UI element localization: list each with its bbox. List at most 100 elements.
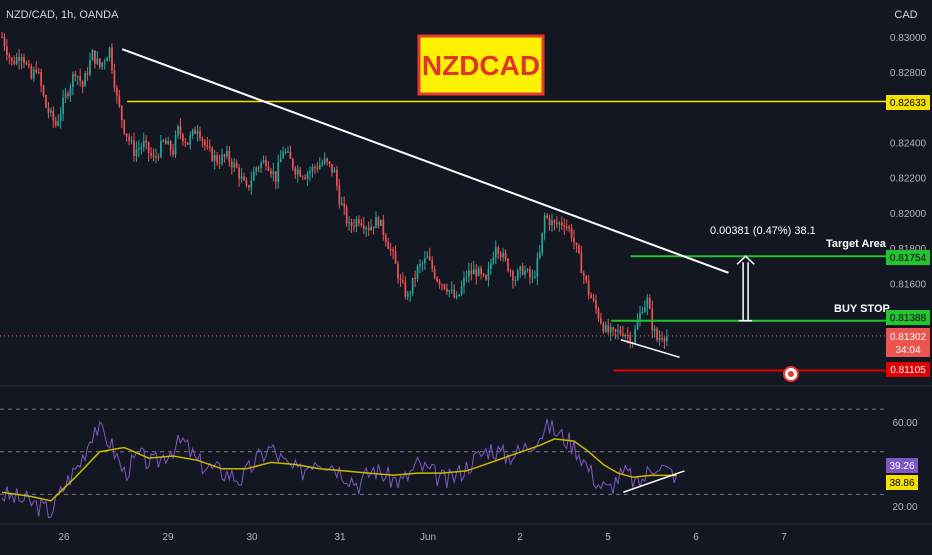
candle-body <box>194 129 196 135</box>
target-area-label: Target Area <box>826 238 887 250</box>
candle-body <box>311 166 314 172</box>
candle-body <box>402 280 404 283</box>
candle-body <box>211 147 214 161</box>
candle-body <box>69 86 72 96</box>
candle-body <box>206 145 209 147</box>
time-tick-1: 29 <box>162 532 174 543</box>
candle-body <box>167 141 170 145</box>
candle-body <box>226 150 228 157</box>
badge-current-price: 0.81302 <box>890 332 927 343</box>
candle-body <box>274 171 277 182</box>
candle-body <box>458 294 460 296</box>
candle-body <box>103 61 106 63</box>
candle-body <box>375 217 377 229</box>
time-axis[interactable]: 26 29 30 31 Jun 2 5 6 7 <box>58 532 787 543</box>
badge-target-text: 0.81754 <box>890 253 927 264</box>
price-axis[interactable]: 0.83000 0.82800 0.82400 0.82200 0.82000 0.818… <box>890 33 927 291</box>
candle-body <box>164 140 167 145</box>
candle-body <box>233 162 236 168</box>
candle-body <box>23 57 25 64</box>
candle-body <box>514 279 517 281</box>
candle-body <box>106 58 108 62</box>
candle-body <box>265 159 267 167</box>
candle-body <box>448 290 451 292</box>
badge-stop-text: 0.81105 <box>890 365 926 376</box>
candle-body <box>592 298 595 301</box>
candle-body <box>426 256 429 259</box>
candle-body <box>230 161 233 168</box>
candle-body <box>287 151 289 153</box>
candle-body <box>306 173 309 179</box>
candle-body <box>509 270 512 272</box>
candle-body <box>328 161 331 164</box>
alert-dot-icon <box>788 371 794 377</box>
candle-body <box>585 275 588 281</box>
candle-body <box>125 133 128 137</box>
candle-body <box>250 180 253 188</box>
candle-body <box>494 247 497 258</box>
candle-body <box>267 166 270 171</box>
candle-body <box>358 219 360 224</box>
price-tick-3: 0.82200 <box>890 174 927 185</box>
candle-body <box>292 158 294 169</box>
candle-body <box>3 36 6 47</box>
rsi-divergence-line <box>623 470 685 493</box>
candle-body <box>120 105 123 121</box>
candle-body <box>516 270 519 280</box>
candle-body <box>142 140 145 148</box>
candle-body <box>98 58 101 67</box>
candle-body <box>174 135 177 155</box>
candle-body <box>314 166 316 168</box>
candle-body <box>184 141 187 143</box>
price-tick-1: 0.82800 <box>890 68 927 79</box>
candle-body <box>414 277 416 279</box>
candle-body <box>644 306 646 313</box>
candle-body <box>182 134 184 142</box>
candle-body <box>245 180 248 186</box>
candle-body <box>1 36 3 38</box>
candle-body <box>277 162 280 182</box>
candle-body <box>492 257 495 264</box>
candle-body <box>428 256 431 261</box>
candle-body <box>499 253 502 258</box>
candle-body <box>502 252 504 258</box>
candle-body <box>487 268 490 280</box>
candle-body <box>519 266 522 271</box>
candle-body <box>160 140 162 157</box>
candle-body <box>424 258 426 264</box>
candle-body <box>470 270 473 275</box>
candle-body <box>355 219 358 227</box>
candle-body <box>641 312 644 314</box>
candle-body <box>28 63 30 67</box>
candle-body <box>541 232 544 254</box>
candle-body <box>475 269 478 277</box>
candle-body <box>377 217 380 226</box>
candle-body <box>25 63 28 65</box>
candle-body <box>482 273 485 276</box>
candle-body <box>463 277 465 287</box>
candle-body <box>59 113 62 122</box>
candle-body <box>629 335 632 344</box>
candle-body <box>262 159 265 163</box>
badge-buy-stop: 0.81388 <box>886 310 930 325</box>
candle-body <box>433 268 436 278</box>
time-tick-3: 31 <box>334 532 346 543</box>
candle-body <box>282 151 284 159</box>
candle-body <box>130 140 133 142</box>
candle-body <box>507 258 509 271</box>
candle-body <box>74 73 77 77</box>
badge-buy-stop-text: 0.81388 <box>890 313 927 324</box>
candle-body <box>453 289 456 298</box>
price-tick-6: 0.81600 <box>890 279 927 290</box>
candle-body <box>573 238 575 243</box>
candle-body <box>299 169 302 177</box>
wedge-line <box>620 339 680 359</box>
candle-body <box>6 46 8 56</box>
candle-body <box>96 58 99 64</box>
candle-body <box>18 57 20 61</box>
candle-body <box>617 330 619 332</box>
candle-body <box>419 264 421 267</box>
candle-body <box>570 228 573 239</box>
